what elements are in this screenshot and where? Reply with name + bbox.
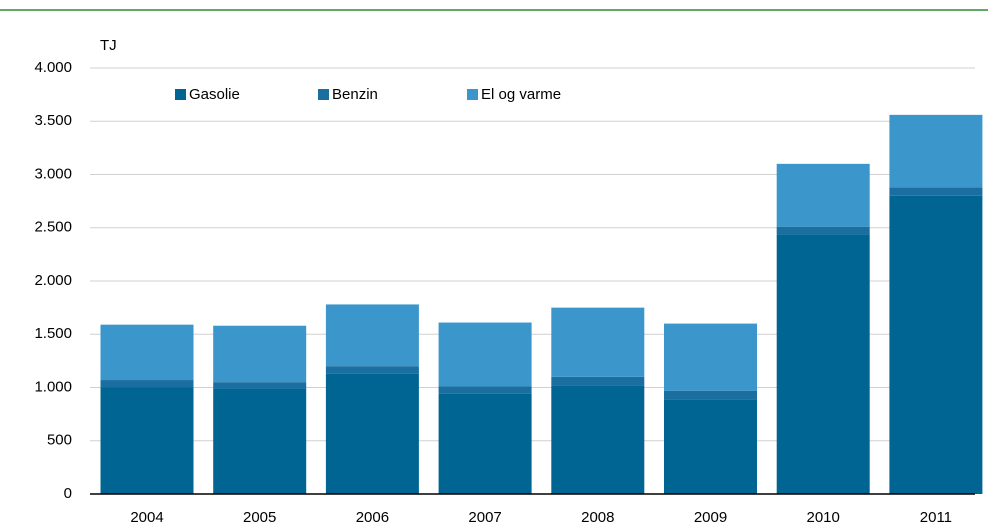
bar-segment [100, 387, 194, 494]
bar-segment [438, 386, 532, 394]
bar-segment [325, 366, 419, 374]
y-unit: TJ [100, 37, 117, 54]
y-tick-label: 500 [47, 432, 72, 449]
x-tick-label: 2004 [130, 509, 163, 526]
x-tick-label: 2005 [243, 509, 276, 526]
bar-segment [213, 388, 307, 494]
bar-segment [889, 195, 983, 495]
bar-segment [889, 187, 983, 196]
x-tick-label: 2006 [356, 509, 389, 526]
bar-segment [776, 234, 870, 494]
bar-segment [551, 307, 645, 377]
y-tick-label: 1.500 [34, 325, 72, 342]
bar-segment [438, 322, 532, 387]
y-tick-label: 3.500 [34, 112, 72, 129]
bar-segment [664, 399, 757, 494]
bar-segment [213, 325, 307, 383]
bar-segment [664, 323, 757, 391]
bar-segment [776, 226, 870, 235]
bar-segment [325, 373, 419, 494]
bar-segment [100, 324, 194, 381]
bar-segment [551, 385, 645, 494]
x-tick-label: 2011 [920, 509, 952, 526]
y-tick-label: 3.000 [34, 165, 72, 182]
legend-swatch [175, 89, 186, 100]
bar-segment [438, 393, 532, 494]
bar-segment [213, 382, 307, 389]
legend-swatch [318, 89, 329, 100]
x-tick-label: 2009 [694, 509, 727, 526]
x-tick-label: 2010 [807, 509, 840, 526]
bar-segment [889, 114, 983, 188]
x-tick-label: 2008 [581, 509, 614, 526]
y-tick-label: 2.000 [34, 272, 72, 289]
legend-label: El og varme [481, 86, 561, 103]
legend-label: Benzin [332, 86, 378, 103]
bar-segment [551, 376, 645, 386]
bar-segment [776, 163, 870, 227]
y-tick-label: 0 [64, 485, 72, 502]
x-tick-label: 2007 [468, 509, 501, 526]
bar-segment [325, 304, 419, 367]
bar-segment [664, 390, 757, 400]
y-tick-label: 2.500 [34, 219, 72, 236]
y-tick-label: 4.000 [34, 59, 72, 76]
y-tick-label: 1.000 [34, 378, 72, 395]
legend-label: Gasolie [189, 86, 240, 103]
bar-segment [100, 380, 194, 388]
legend-swatch [467, 89, 478, 100]
